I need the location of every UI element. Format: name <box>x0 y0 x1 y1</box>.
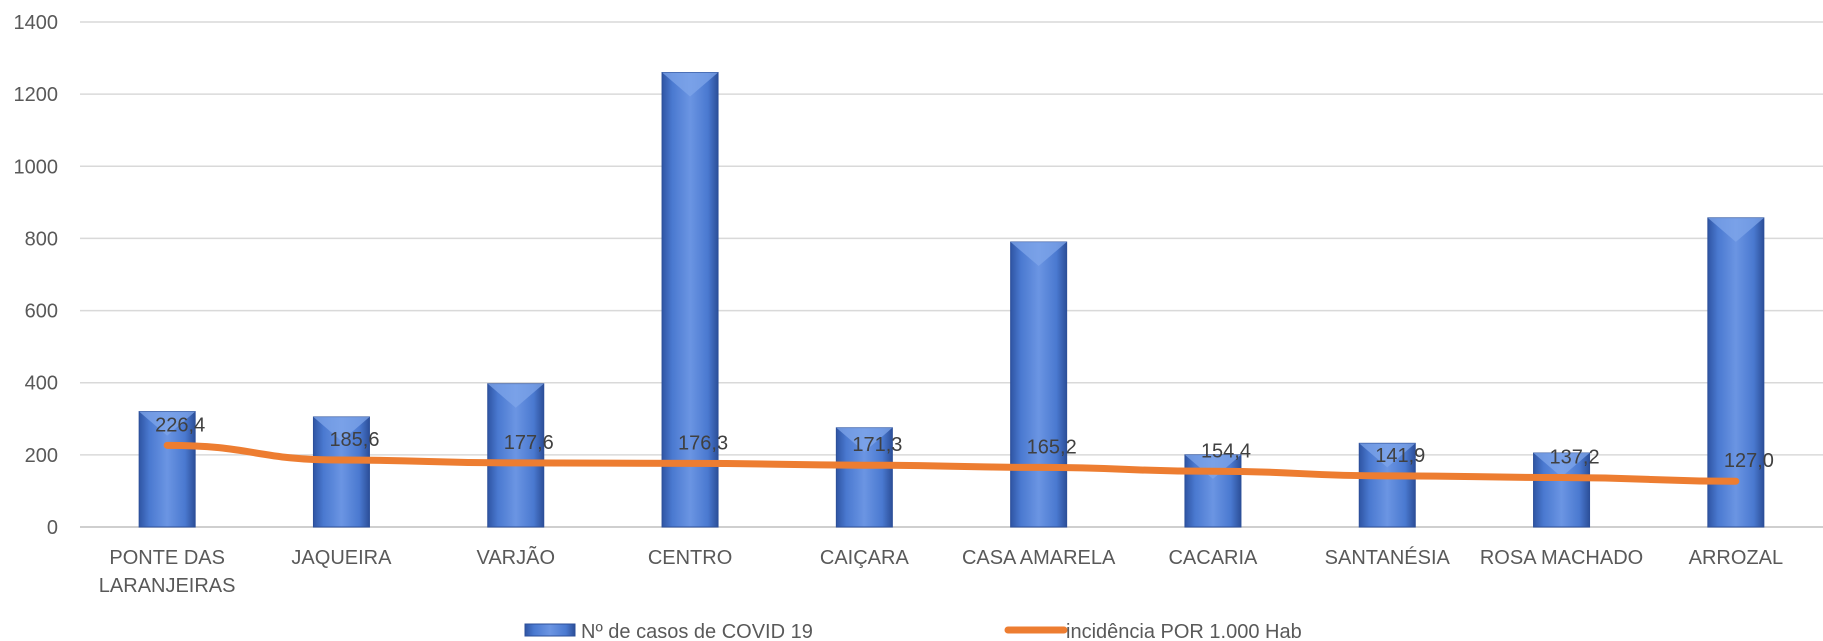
bar[interactable] <box>1707 217 1765 528</box>
y-tick-label: 1000 <box>14 156 59 178</box>
y-tick-label: 600 <box>25 301 58 323</box>
data-label: 185,6 <box>329 429 379 451</box>
gridlines <box>80 21 1823 528</box>
bar-body <box>487 383 545 528</box>
bar[interactable] <box>312 416 370 528</box>
bar-bevel <box>836 427 893 452</box>
bar-bevel <box>139 411 196 436</box>
data-label: 177,6 <box>504 432 554 454</box>
bar[interactable] <box>1358 442 1416 528</box>
y-axis: 0 200 400 600 800 1000 1200 1400 <box>14 12 59 539</box>
line-series <box>163 441 1740 485</box>
bar-series <box>138 72 1765 528</box>
x-axis: PONTE DAS LARANJEIRAS JAQUEIRA VARJÃO CENTRO… <box>99 545 1783 597</box>
data-label: 165,2 <box>1027 436 1077 458</box>
data-label: 127,0 <box>1724 450 1774 472</box>
x-category-label: JAQUEIRA <box>291 547 392 569</box>
y-tick-label: 400 <box>25 373 58 395</box>
bar-bevel <box>487 383 544 408</box>
bar-bevel <box>1707 217 1764 242</box>
bar-bevel <box>313 416 370 441</box>
x-category-label: CACARIA <box>1168 547 1258 569</box>
legend-item-line[interactable]: incidência POR 1.000 Hab <box>1004 621 1302 641</box>
data-label: 141,9 <box>1375 445 1425 467</box>
x-category-label: SANTANÉSIA <box>1325 546 1451 569</box>
bar-body <box>1010 241 1068 528</box>
bar-bevel <box>1359 443 1416 468</box>
legend: Nº de casos de COVID 19 incidência POR 1… <box>524 621 1302 641</box>
y-tick-label: 800 <box>25 228 58 250</box>
legend-label-bar: Nº de casos de COVID 19 <box>581 621 813 641</box>
data-label: 226,4 <box>155 414 205 436</box>
bar-bevel <box>1533 453 1590 478</box>
incidence-line[interactable] <box>163 441 1740 485</box>
data-label: 137,2 <box>1550 447 1600 469</box>
x-category-label: VARJÃO <box>476 545 555 569</box>
data-label: 154,4 <box>1201 440 1251 462</box>
data-labels: 226,4 185,6 177,6 176,3 171,3 165,2 154,4 141,9… <box>155 414 1774 472</box>
y-tick-label: 0 <box>47 517 58 539</box>
x-category-label: CAIÇARA <box>820 547 910 569</box>
bar-body <box>661 72 719 528</box>
y-tick-label: 1200 <box>14 84 59 106</box>
y-tick-label: 200 <box>25 445 58 467</box>
y-tick-label: 1400 <box>14 12 59 34</box>
legend-label-line: incidência POR 1.000 Hab <box>1066 621 1302 641</box>
x-category-label: CASA AMARELA <box>962 547 1116 569</box>
bar[interactable] <box>487 383 545 528</box>
bar[interactable] <box>835 427 893 528</box>
bar[interactable] <box>138 411 196 528</box>
legend-item-bar[interactable]: Nº de casos de COVID 19 <box>524 621 813 641</box>
bar-bevel <box>1184 454 1241 479</box>
x-category-label: ARROZAL <box>1689 547 1783 569</box>
bar-body <box>1707 217 1765 528</box>
bar[interactable] <box>1184 454 1242 528</box>
data-label: 171,3 <box>852 434 902 456</box>
x-category-label: PONTE DAS LARANJEIRAS <box>99 547 236 597</box>
bar[interactable] <box>1010 241 1068 528</box>
x-category-label: ROSA MACHADO <box>1480 547 1643 569</box>
x-category-label: CENTRO <box>648 547 732 569</box>
bar-bevel <box>662 72 719 97</box>
bar[interactable] <box>1533 452 1591 528</box>
legend-swatch-bar <box>524 623 576 637</box>
bar[interactable] <box>661 72 719 528</box>
data-label: 176,3 <box>678 432 728 454</box>
bar-bevel <box>1010 242 1067 267</box>
